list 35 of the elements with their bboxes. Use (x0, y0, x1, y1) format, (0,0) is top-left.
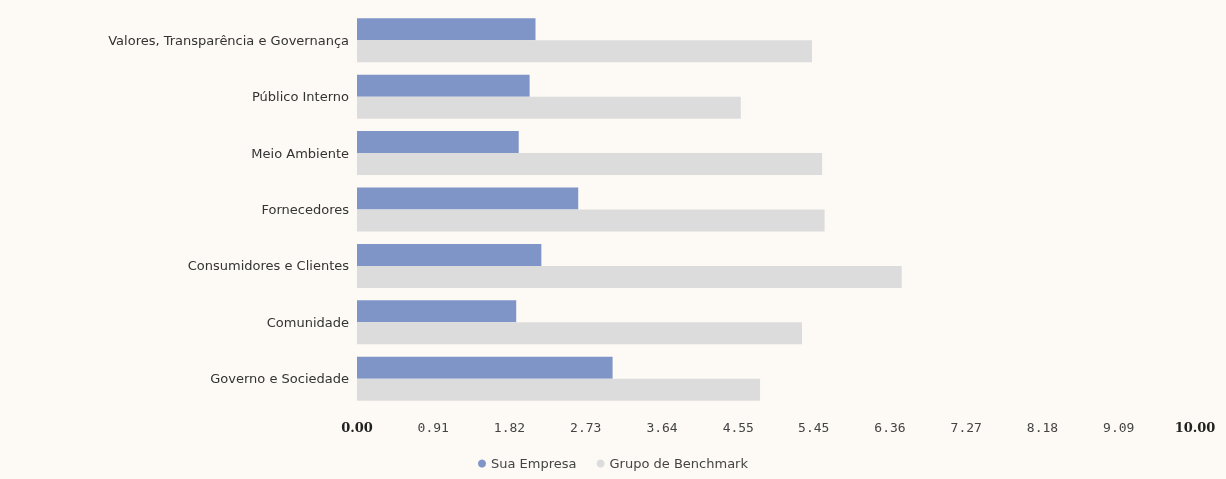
x-tick-label: 9.09 (1103, 420, 1135, 435)
bar (357, 243, 542, 266)
bar (357, 96, 741, 119)
x-tick-label: 10.00 (1174, 420, 1216, 435)
x-tick-label: 6.36 (874, 420, 906, 435)
x-tick-label: 7.27 (950, 420, 982, 435)
bar (357, 131, 519, 154)
bar (357, 40, 813, 63)
x-tick-label: 8.18 (1026, 420, 1059, 435)
x-tick-label: 0.00 (341, 420, 373, 435)
bar (357, 187, 579, 210)
bar (357, 209, 825, 232)
y-tick-label: Fornecedores (261, 202, 350, 217)
y-tick-label: Meio Ambiente (251, 145, 349, 161)
y-tick-label: Público Interno (251, 89, 350, 105)
bar (357, 265, 902, 288)
bar (357, 153, 823, 176)
y-tick-label: Governo e Sociedade (210, 371, 349, 387)
y-tick-label: Comunidade (266, 314, 349, 330)
bar (357, 322, 802, 345)
bar (357, 356, 613, 379)
x-tick-label: 2.73 (570, 420, 602, 435)
x-tick-label: 3.64 (646, 420, 678, 435)
bar (357, 378, 761, 401)
x-tick-label: 0.91 (417, 420, 449, 435)
y-tick-label: Valores, Transparência e Governança (108, 32, 349, 48)
x-tick-label: 5.45 (798, 420, 830, 435)
bar (357, 18, 536, 41)
bar (357, 74, 530, 97)
legend-label: Grupo de Benchmark (609, 456, 749, 471)
y-tick-label: Consumidores e Clientes (187, 258, 350, 274)
x-tick-label: 4.55 (722, 420, 754, 435)
legend-label: Sua Empresa (491, 456, 577, 471)
x-tick-label: 1.82 (493, 420, 526, 435)
bar (357, 300, 517, 323)
